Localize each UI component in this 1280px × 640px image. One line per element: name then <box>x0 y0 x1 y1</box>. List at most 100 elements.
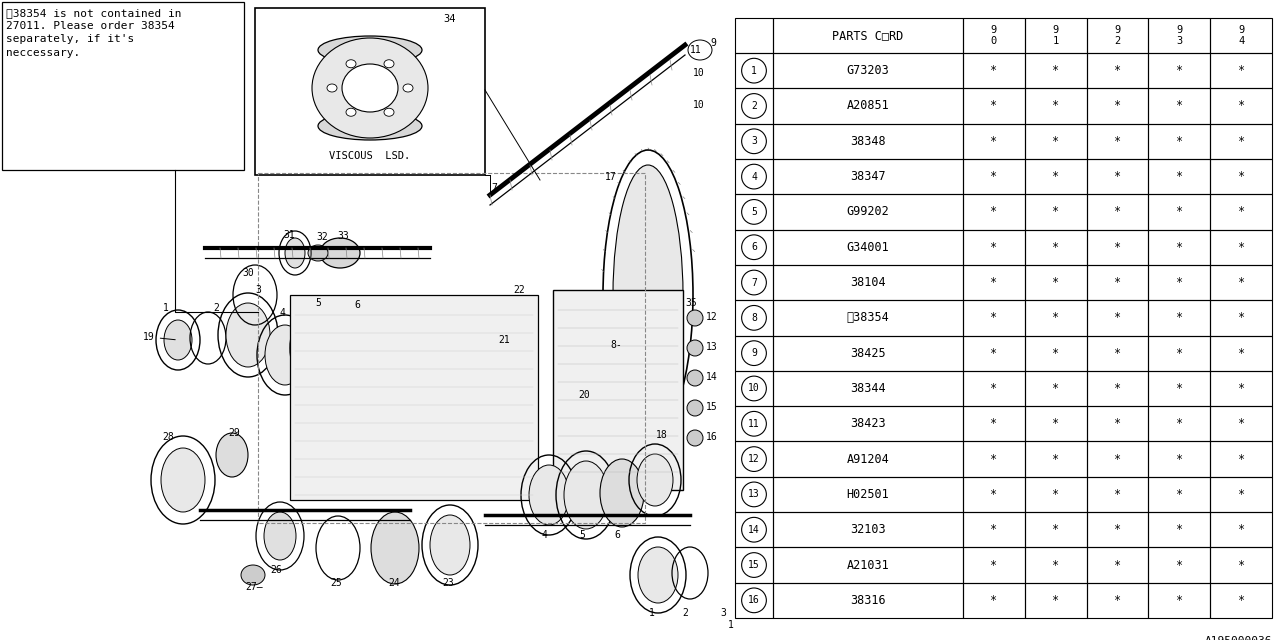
Text: *: * <box>1238 99 1244 113</box>
Bar <box>1210 547 1272 582</box>
Text: H02501: H02501 <box>846 488 890 501</box>
Text: 7: 7 <box>492 183 497 193</box>
Bar <box>735 265 773 300</box>
Bar <box>1148 371 1210 406</box>
Bar <box>1087 300 1148 335</box>
Text: *: * <box>1176 276 1183 289</box>
Bar <box>963 88 1025 124</box>
Bar <box>735 547 773 582</box>
Bar <box>1087 371 1148 406</box>
Bar <box>963 159 1025 195</box>
Text: 19: 19 <box>143 332 175 342</box>
Text: *: * <box>1176 347 1183 360</box>
Text: 35: 35 <box>685 298 696 308</box>
Text: *: * <box>991 524 997 536</box>
Text: *: * <box>1052 311 1060 324</box>
Bar <box>1148 300 1210 335</box>
Bar <box>735 124 773 159</box>
Text: 9: 9 <box>710 38 716 48</box>
Ellipse shape <box>308 245 328 261</box>
Bar <box>1087 53 1148 88</box>
Text: 4: 4 <box>541 530 547 540</box>
Text: *: * <box>1114 205 1121 218</box>
Text: *: * <box>991 135 997 148</box>
Text: 21: 21 <box>498 335 509 345</box>
Text: *: * <box>1238 382 1244 395</box>
Text: 14: 14 <box>707 372 718 382</box>
Bar <box>963 300 1025 335</box>
Text: *: * <box>1238 205 1244 218</box>
Bar <box>735 512 773 547</box>
Bar <box>255 8 485 175</box>
Text: *: * <box>991 99 997 113</box>
Text: 15: 15 <box>707 402 718 412</box>
Bar <box>1210 18 1272 53</box>
Text: 1: 1 <box>649 608 655 618</box>
Text: 18: 18 <box>657 430 668 440</box>
Bar <box>735 477 773 512</box>
Bar <box>963 442 1025 477</box>
Bar <box>1025 195 1087 230</box>
Text: *: * <box>1114 488 1121 501</box>
Bar <box>773 88 963 124</box>
Text: 9
3: 9 3 <box>1176 25 1183 46</box>
Text: 22: 22 <box>513 285 525 295</box>
Bar <box>1025 300 1087 335</box>
Text: 6: 6 <box>614 530 620 540</box>
Bar <box>1148 88 1210 124</box>
Bar <box>1025 512 1087 547</box>
Text: 17: 17 <box>605 172 617 182</box>
Text: *: * <box>1238 64 1244 77</box>
Text: *: * <box>1114 524 1121 536</box>
Text: *: * <box>991 382 997 395</box>
Bar <box>1210 582 1272 618</box>
Bar <box>773 512 963 547</box>
Bar <box>1025 442 1087 477</box>
Bar <box>735 335 773 371</box>
Text: *: * <box>991 241 997 253</box>
Text: *: * <box>1052 452 1060 465</box>
Ellipse shape <box>320 238 360 268</box>
Text: 4: 4 <box>751 172 756 182</box>
Text: *: * <box>1176 382 1183 395</box>
Text: G99202: G99202 <box>846 205 890 218</box>
Ellipse shape <box>430 515 470 575</box>
Text: 3: 3 <box>719 608 726 618</box>
Bar <box>773 335 963 371</box>
Bar <box>773 371 963 406</box>
Ellipse shape <box>637 454 673 506</box>
Ellipse shape <box>241 565 265 585</box>
Bar <box>963 53 1025 88</box>
Bar <box>1025 230 1087 265</box>
Text: *: * <box>1176 311 1183 324</box>
Text: *: * <box>1114 135 1121 148</box>
Bar <box>1210 512 1272 547</box>
Bar <box>1148 230 1210 265</box>
Text: *: * <box>991 594 997 607</box>
Bar <box>1025 371 1087 406</box>
Bar <box>1210 195 1272 230</box>
Text: 5: 5 <box>315 298 321 308</box>
Ellipse shape <box>332 306 379 378</box>
Bar <box>963 18 1025 53</box>
Text: 13: 13 <box>748 490 760 499</box>
Text: 32: 32 <box>316 232 328 242</box>
Text: *: * <box>1176 241 1183 253</box>
Bar <box>1025 406 1087 442</box>
Text: 34: 34 <box>443 14 456 24</box>
Bar <box>963 335 1025 371</box>
Bar <box>963 195 1025 230</box>
Bar <box>1087 477 1148 512</box>
Bar <box>963 547 1025 582</box>
Ellipse shape <box>600 459 644 527</box>
Ellipse shape <box>346 108 356 116</box>
Text: *: * <box>991 170 997 183</box>
Text: *: * <box>1238 488 1244 501</box>
Ellipse shape <box>317 36 422 64</box>
Ellipse shape <box>687 430 703 446</box>
Ellipse shape <box>346 60 356 68</box>
Bar <box>735 53 773 88</box>
Ellipse shape <box>403 84 413 92</box>
Bar <box>1210 442 1272 477</box>
Text: 5: 5 <box>579 530 585 540</box>
